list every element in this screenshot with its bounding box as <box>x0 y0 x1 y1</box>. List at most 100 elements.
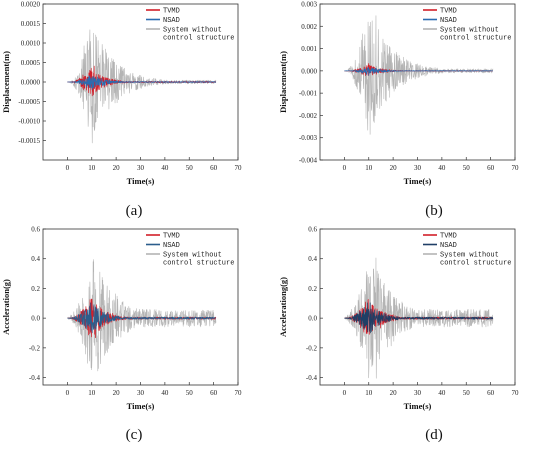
caption-b-text: (b) <box>425 203 443 219</box>
y-tick-label: -0.0010 <box>18 118 40 126</box>
y-tick-label: 0.0015 <box>21 20 41 28</box>
x-tick-label: 30 <box>137 389 145 397</box>
panel-b: 0 10 20 30 40 50 60 70 0.003 0.002 0.001 0.000 -0.00… <box>275 0 550 225</box>
x-tick-label: 0 <box>343 389 347 397</box>
y-tick-label: 0.4 <box>308 255 317 263</box>
series-line-nsad <box>67 75 217 90</box>
panel-a: 0 10 20 30 40 50 60 70 0.0020 0.0015 0.0010 0.0005 0… <box>0 0 275 225</box>
legend-label: System without <box>163 252 222 260</box>
x-tick-label: 60 <box>487 164 495 172</box>
caption-c-text: (c) <box>125 427 143 443</box>
x-tick-label: 60 <box>210 164 218 172</box>
legend-label: control structure <box>163 35 234 43</box>
y-tick-label: 0.0000 <box>21 79 41 87</box>
legend-label: TVMD <box>163 8 180 16</box>
x-tick-label: 0 <box>66 389 70 397</box>
y-tick-label: 0.6 <box>308 226 317 234</box>
series-line-system <box>344 257 494 379</box>
legend-label: control structure <box>440 260 511 268</box>
y-tick-label: 0.002 <box>301 23 317 31</box>
legend-label: System without <box>163 27 222 35</box>
x-tick-label: 0 <box>343 164 347 172</box>
y-tick-label: 0.2 <box>31 285 40 293</box>
y-tick-label: -0.003 <box>299 134 318 142</box>
chart-c: 0 10 20 30 40 50 60 70 0.6 0.4 0.2 0.0 -0.2 -0.4 Time(… <box>1 226 243 412</box>
x-tick-label: 10 <box>365 164 373 172</box>
legend-label: NSAD <box>163 17 180 25</box>
y-tick-label: 0.6 <box>31 226 40 234</box>
x-tick-label: 40 <box>438 389 446 397</box>
x-axis-label: Time(s) <box>127 176 155 186</box>
x-tick-label: 70 <box>512 389 520 397</box>
y-axis-label: Displacement(m) <box>1 51 11 113</box>
x-tick-label: 40 <box>161 164 169 172</box>
x-axis-label: Time(s) <box>404 401 432 411</box>
y-tick-label: 0.0010 <box>21 40 41 48</box>
x-tick-label: 40 <box>161 389 169 397</box>
x-tick-label: 20 <box>390 164 398 172</box>
x-tick-label: 70 <box>512 164 520 172</box>
panel-d: 0 10 20 30 40 50 60 70 0.6 0.4 0.2 0.0 -0.2 -0.4 Time(… <box>275 225 550 450</box>
y-tick-label: -0.004 <box>299 157 318 165</box>
y-tick-label: 0.000 <box>301 67 317 75</box>
caption-a: (a) <box>114 203 154 220</box>
legend-label: NSAD <box>440 17 457 25</box>
chart-a: 0 10 20 30 40 50 60 70 0.0020 0.0015 0.0010 0.0005 0… <box>1 1 243 187</box>
x-tick-label: 70 <box>235 389 243 397</box>
series-line-nsad <box>344 67 493 76</box>
caption-d: (d) <box>414 427 454 444</box>
legend-label: System without <box>440 252 499 260</box>
x-tick-label: 60 <box>487 389 495 397</box>
chart-d: 0 10 20 30 40 50 60 70 0.6 0.4 0.2 0.0 -0.2 -0.4 Time(… <box>278 226 520 412</box>
caption-b: (b) <box>414 203 454 220</box>
legend-label: NSAD <box>440 242 457 250</box>
x-tick-label: 20 <box>113 389 121 397</box>
x-tick-label: 20 <box>390 389 398 397</box>
y-axis-label: Acceleration(g) <box>1 279 11 335</box>
series-line-nsad <box>344 302 494 334</box>
x-tick-label: 70 <box>235 164 243 172</box>
panel-c: 0 10 20 30 40 50 60 70 0.6 0.4 0.2 0.0 -0.2 -0.4 Time(… <box>0 225 275 450</box>
legend-label: control structure <box>440 35 511 43</box>
y-tick-label: 0.0 <box>31 315 40 323</box>
y-tick-label: 0.001 <box>301 45 317 53</box>
y-tick-label: 0.0005 <box>21 59 41 67</box>
legend-label: control structure <box>163 260 234 268</box>
y-tick-label: -0.2 <box>29 344 41 352</box>
legend-label: TVMD <box>440 233 457 241</box>
y-tick-label: 0.0 <box>308 315 317 323</box>
caption-d-text: (d) <box>425 427 443 443</box>
y-tick-label: 0.2 <box>308 285 317 293</box>
x-tick-label: 50 <box>186 164 194 172</box>
legend-label: NSAD <box>163 242 180 250</box>
x-tick-label: 30 <box>137 164 145 172</box>
caption-a-text: (a) <box>125 203 143 219</box>
y-tick-label: 0.003 <box>301 1 317 9</box>
x-axis-label: Time(s) <box>404 176 432 186</box>
x-tick-label: 50 <box>186 389 194 397</box>
x-tick-label: 10 <box>88 164 96 172</box>
y-axis-label: Displacement(m) <box>278 51 288 113</box>
legend-label: System without <box>440 27 499 35</box>
y-tick-label: 0.0020 <box>21 1 41 9</box>
x-tick-label: 50 <box>463 164 471 172</box>
y-tick-label: -0.4 <box>306 374 318 382</box>
y-tick-label: -0.0005 <box>18 98 40 106</box>
y-tick-label: -0.001 <box>299 90 318 98</box>
series-line-system <box>67 29 217 144</box>
y-axis-label: Accelerationg(g) <box>278 277 288 337</box>
x-tick-label: 0 <box>66 164 70 172</box>
series-line-nsad <box>67 302 217 334</box>
x-tick-label: 40 <box>438 164 446 172</box>
chart-b: 0 10 20 30 40 50 60 70 0.003 0.002 0.001 0.000 -0.00… <box>278 1 520 187</box>
x-tick-label: 50 <box>463 389 471 397</box>
x-tick-label: 20 <box>113 164 121 172</box>
y-tick-label: -0.0015 <box>18 137 40 145</box>
legend-label: TVMD <box>440 8 457 16</box>
y-tick-label: -0.002 <box>299 112 318 120</box>
x-axis-label: Time(s) <box>127 401 155 411</box>
y-tick-label: -0.4 <box>29 374 41 382</box>
x-tick-label: 10 <box>88 389 96 397</box>
x-tick-label: 60 <box>210 389 218 397</box>
